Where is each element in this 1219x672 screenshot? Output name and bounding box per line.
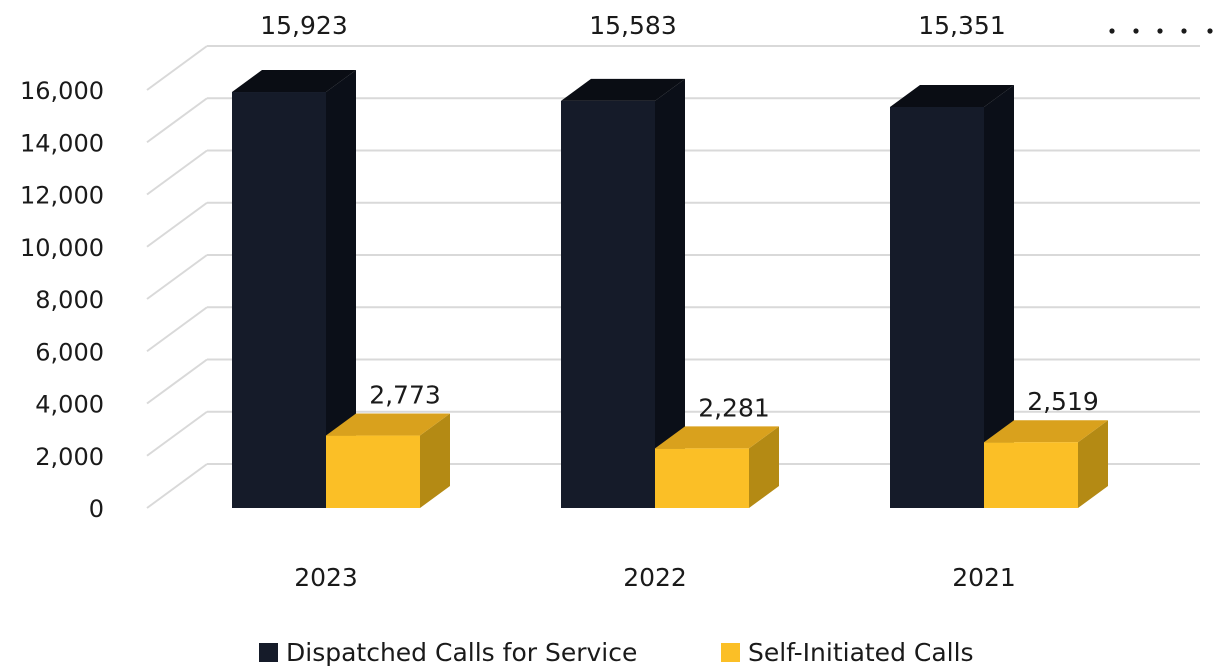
bar-2022-self-initiated [655,426,779,508]
gridline-depth [146,254,208,300]
gridline-depth [146,306,208,353]
leader-dot [1181,28,1187,34]
y-tick-label: 0 [89,495,104,523]
bar-front [232,92,326,508]
bar-side [1078,420,1108,508]
leader-dot [1109,28,1115,34]
legend-label: Dispatched Calls for Service [286,638,637,667]
bar-front [890,106,984,508]
bar-top [655,426,779,449]
bar-front [655,448,749,508]
bar-front [326,435,420,508]
y-tick-label: 10,000 [20,234,104,262]
bar-side [326,70,356,508]
legend: Dispatched Calls for Service Self-Initiat… [259,638,974,667]
y-tick-label: 14,000 [20,129,104,157]
gridline [146,410,1200,457]
data-label: 2,281 [698,393,770,422]
bar-front [984,442,1078,508]
bar-top [890,84,1014,107]
bar-top [984,420,1108,443]
data-label: 15,351 [918,11,1005,40]
x-axis: 2023 2022 2021 [294,563,1016,592]
bar-2021-self-initiated [984,420,1108,508]
y-tick-label: 6,000 [35,338,104,366]
data-label: 15,583 [589,11,676,40]
data-labels: 15,923 2,773 15,583 2,281 15,351 2,519 [260,11,1213,422]
x-tick-label: 2023 [294,563,358,592]
gridline [146,254,1200,300]
data-label: 15,923 [260,11,347,40]
y-tick-label: 2,000 [35,443,104,471]
bar-2023-self-initiated [326,413,450,508]
leader-dot [1207,28,1213,34]
y-tick-label: 8,000 [35,286,104,314]
bar-2021-dispatched [890,84,1014,508]
legend-item-dispatched: Dispatched Calls for Service [259,638,637,667]
x-tick-label: 2022 [623,563,687,592]
dotted-leader [1109,28,1213,34]
gridline-depth [146,45,208,91]
data-label: 2,519 [1027,387,1099,416]
data-label: 2,773 [369,381,441,410]
gridline [146,97,1200,144]
y-tick-label: 4,000 [35,391,104,419]
gridline [146,149,1200,196]
gridline [146,358,1200,405]
leader-dot [1133,28,1139,34]
bars [232,70,1108,508]
y-axis: 0 2,000 4,000 6,000 8,000 10,000 12,000 14,000 1… [20,77,104,523]
bar-front [561,100,655,508]
bar-side [420,413,450,508]
bar-top [561,78,685,101]
gridline-depth [146,410,208,457]
bar-side [984,84,1014,508]
gridline-depth [146,97,208,144]
y-tick-label: 12,000 [20,182,104,210]
gridline-depth [146,149,208,196]
bar-side [749,426,779,508]
gridline [146,45,1200,91]
gridlines [146,45,1200,509]
legend-label: Self-Initiated Calls [748,638,974,667]
y-tick-label: 16,000 [20,77,104,105]
legend-item-self-initiated: Self-Initiated Calls [721,638,974,667]
legend-swatch [721,643,740,662]
gridline-depth [146,463,208,509]
bar-2023-dispatched [232,70,356,508]
gridline-depth [146,201,208,248]
bar-top [232,70,356,93]
gridline [146,306,1200,353]
bar-2022-dispatched [561,78,685,508]
leader-dot [1157,28,1163,34]
gridline [146,201,1200,248]
bar-side [655,78,685,508]
legend-swatch [259,643,278,662]
gridline-depth [146,358,208,405]
x-tick-label: 2021 [952,563,1016,592]
bar-top [326,413,450,436]
